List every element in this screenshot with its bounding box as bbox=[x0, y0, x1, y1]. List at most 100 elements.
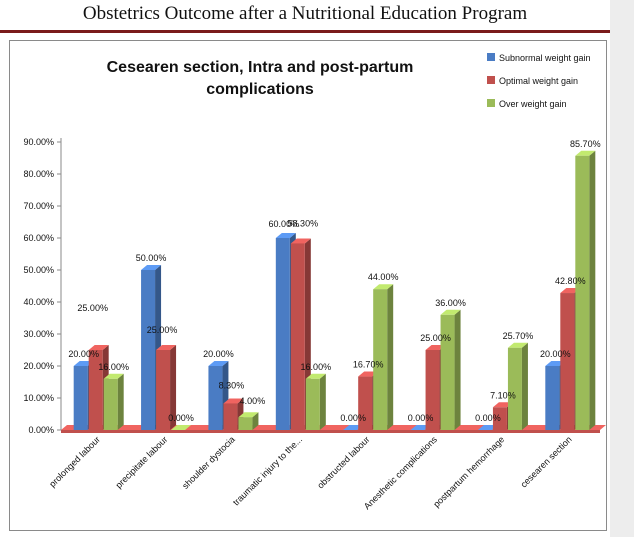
bar-front bbox=[103, 378, 118, 430]
chart-bars bbox=[73, 150, 596, 430]
bar-front bbox=[88, 350, 103, 430]
data-label: 0.00% bbox=[340, 413, 366, 423]
y-tick-label: 90.00% bbox=[23, 137, 54, 147]
y-tick-label: 10.00% bbox=[23, 393, 54, 403]
legend-swatch bbox=[487, 53, 495, 61]
data-label: 20.00% bbox=[68, 349, 99, 359]
data-label: 4.00% bbox=[240, 396, 266, 406]
data-label: 36.00% bbox=[435, 298, 466, 308]
y-tick-label: 60.00% bbox=[23, 233, 54, 243]
bar-front bbox=[238, 417, 253, 430]
bar-top bbox=[88, 345, 109, 350]
y-tick-label: 0.00% bbox=[28, 425, 54, 435]
bar-side bbox=[521, 342, 528, 430]
data-label: 16.00% bbox=[301, 362, 332, 372]
chart-floor bbox=[61, 425, 606, 433]
data-label: 85.70% bbox=[570, 139, 601, 149]
bar-side bbox=[170, 345, 177, 430]
bar bbox=[440, 309, 461, 430]
bar-side bbox=[252, 412, 259, 430]
bar-top bbox=[171, 425, 192, 430]
bar bbox=[103, 373, 124, 430]
chart-title-line: Cesearen section, Intra and post-partum bbox=[107, 59, 414, 76]
x-tick-label: postpartum hemorrhage bbox=[431, 434, 506, 509]
data-label: 16.00% bbox=[98, 362, 129, 372]
bar bbox=[238, 412, 259, 430]
bar-top bbox=[103, 373, 124, 379]
bar bbox=[575, 150, 596, 430]
data-label: 0.00% bbox=[408, 413, 434, 423]
y-axis: 0.00% 10.00% 20.00% 30.00% 40.00% 50.00% 60.00… bbox=[23, 137, 62, 435]
bar-side bbox=[589, 150, 596, 430]
legend-swatch bbox=[487, 76, 495, 84]
data-label: 0.00% bbox=[475, 413, 501, 423]
bar-front bbox=[275, 238, 290, 430]
chart-canvas: Cesearen section, Intra and post-partum c… bbox=[23, 53, 606, 511]
x-tick-label: cesearen section bbox=[519, 434, 574, 489]
y-tick-label: 40.00% bbox=[23, 297, 54, 307]
bar-top bbox=[507, 342, 528, 348]
bar-top bbox=[141, 265, 162, 270]
bar-side bbox=[319, 373, 326, 430]
floor-front bbox=[61, 430, 600, 433]
data-label: 25.70% bbox=[503, 331, 534, 341]
bar-front bbox=[156, 350, 171, 430]
page-header-title: Obstetrics Outcome after a Nutritional E… bbox=[82, 3, 528, 24]
bar-front bbox=[73, 366, 88, 430]
bar-top bbox=[223, 398, 244, 404]
bar bbox=[373, 284, 394, 430]
bar-front bbox=[290, 243, 305, 430]
data-label: 20.00% bbox=[540, 349, 571, 359]
y-tick-label: 50.00% bbox=[23, 265, 54, 275]
y-tick-label: 70.00% bbox=[23, 201, 54, 211]
header-divider bbox=[0, 30, 610, 33]
bar-top bbox=[238, 412, 259, 418]
x-tick-label: precipitate labour bbox=[114, 434, 170, 490]
data-label: 16.70% bbox=[353, 360, 384, 370]
legend-label: Subnormal weight gain bbox=[499, 53, 591, 63]
data-label: 58.30% bbox=[288, 218, 319, 228]
data-label: 0.00% bbox=[168, 413, 194, 423]
legend-swatch bbox=[487, 99, 495, 107]
bar-side bbox=[117, 373, 124, 430]
bar-front bbox=[358, 376, 373, 430]
data-label: 42.80% bbox=[555, 276, 586, 286]
bar-top bbox=[275, 233, 296, 238]
bar-top bbox=[440, 309, 461, 315]
data-label: 25.00% bbox=[147, 325, 178, 335]
chart-title-line: complications bbox=[206, 81, 314, 98]
data-label: 25.00% bbox=[77, 303, 108, 313]
bar-front bbox=[560, 293, 575, 430]
bar-front bbox=[507, 347, 522, 430]
y-tick-label: 30.00% bbox=[23, 329, 54, 339]
bar-front bbox=[492, 407, 507, 430]
chart-area: Cesearen section, Intra and post-partum c… bbox=[9, 40, 607, 531]
bar-top bbox=[156, 345, 177, 350]
bar-front bbox=[425, 350, 440, 430]
chart-title: Cesearen section, Intra and post-partum c… bbox=[107, 59, 414, 98]
data-label: 50.00% bbox=[136, 253, 167, 263]
y-tick-label: 20.00% bbox=[23, 361, 54, 371]
x-tick-label: prolonged labour bbox=[47, 434, 102, 489]
bar-front bbox=[208, 366, 223, 430]
bar-front bbox=[141, 270, 156, 430]
bar-top bbox=[290, 238, 311, 244]
bar bbox=[156, 345, 177, 430]
data-label: 44.00% bbox=[368, 272, 399, 282]
bar-front bbox=[575, 155, 590, 430]
bar bbox=[507, 342, 528, 430]
legend-label: Optimal weight gain bbox=[499, 76, 578, 86]
x-axis: prolonged labour precipitate labour should… bbox=[47, 434, 573, 511]
bar-front bbox=[373, 289, 388, 430]
bar-side bbox=[454, 309, 461, 430]
bar-top bbox=[575, 150, 596, 156]
data-label: 8.30% bbox=[219, 380, 245, 390]
x-tick-label: obstructed labour bbox=[315, 434, 371, 490]
legend-label: Over weight gain bbox=[499, 99, 567, 109]
bar-top bbox=[305, 373, 326, 379]
data-label: 7.10% bbox=[490, 390, 516, 400]
bar-front bbox=[305, 378, 320, 430]
x-tick-label: Anesthetic complications bbox=[362, 434, 439, 511]
bar-side bbox=[387, 284, 394, 430]
floor-top bbox=[61, 425, 606, 430]
